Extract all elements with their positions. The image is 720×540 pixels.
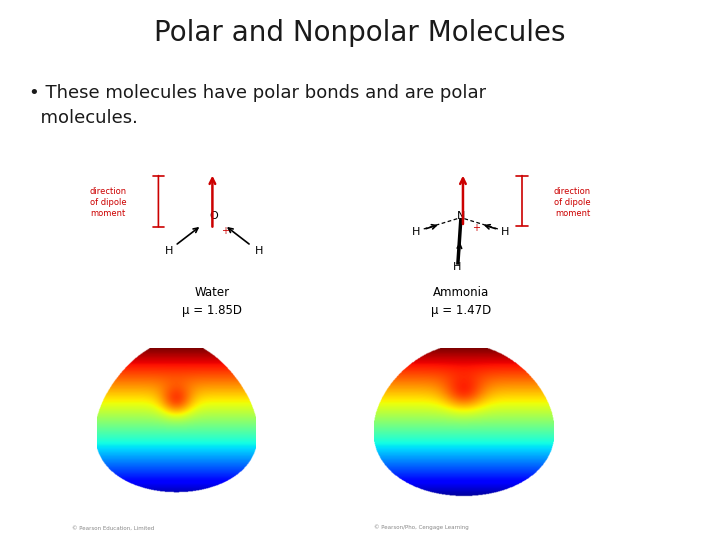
Text: Water
μ = 1.85D: Water μ = 1.85D <box>182 286 243 317</box>
Text: +: + <box>221 226 229 235</box>
Text: +: + <box>472 224 480 233</box>
Text: direction
of dipole
moment: direction of dipole moment <box>554 187 591 218</box>
Text: direction
of dipole
moment: direction of dipole moment <box>89 187 127 218</box>
Text: H: H <box>165 246 174 256</box>
Text: Ammonia
μ = 1.47D: Ammonia μ = 1.47D <box>431 286 491 317</box>
Text: H: H <box>412 227 420 237</box>
Text: H: H <box>255 246 264 256</box>
Text: N: N <box>456 211 465 221</box>
Text: H: H <box>453 262 462 272</box>
Text: © Pearson Education, Limited: © Pearson Education, Limited <box>72 525 154 530</box>
Text: Polar and Nonpolar Molecules: Polar and Nonpolar Molecules <box>154 19 566 47</box>
Text: © Pearson/Pho, Cengage Learning: © Pearson/Pho, Cengage Learning <box>374 525 469 530</box>
Text: H: H <box>501 227 510 237</box>
Text: O: O <box>210 211 218 221</box>
Text: • These molecules have polar bonds and are polar
  molecules.: • These molecules have polar bonds and a… <box>29 84 486 127</box>
